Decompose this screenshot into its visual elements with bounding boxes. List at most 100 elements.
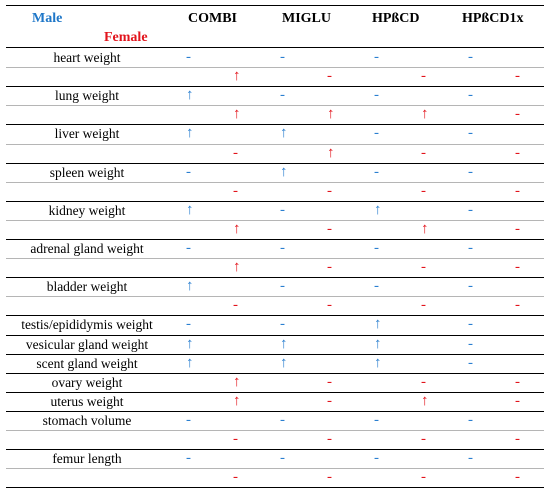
female-no-change-mark: - [327, 469, 332, 486]
row-label: adrenal gland weight [30, 241, 144, 256]
male-up-arrow-icon: ↑ [374, 354, 382, 371]
row-inner-rule [6, 143, 544, 145]
male-no-change-mark: - [374, 163, 379, 180]
female-up-arrow-icon: ↑ [327, 144, 335, 161]
row-rule [6, 449, 544, 451]
row-inner-rule [6, 430, 544, 431]
male-no-change-mark: - [468, 354, 473, 371]
female-no-change-mark: - [327, 431, 332, 447]
male-up-arrow-icon: ↑ [186, 278, 194, 295]
male-no-change-mark: - [374, 278, 379, 295]
female-no-change-mark: - [327, 182, 332, 199]
male-no-change-mark: - [468, 450, 473, 467]
female-no-change-mark: - [515, 106, 520, 123]
female-no-change-mark: - [327, 373, 332, 390]
female-no-change-mark: - [233, 297, 238, 314]
female-no-change-mark: - [421, 469, 426, 486]
header-col-hpbcd1x: HPßCD1x [462, 11, 524, 26]
row-label: kidney weight [48, 202, 126, 218]
row-rule [6, 124, 544, 126]
male-no-change-mark: - [280, 316, 285, 333]
male-no-change-mark: - [468, 163, 473, 180]
female-up-arrow-icon: ↑ [327, 106, 335, 123]
row-label: femur length [52, 451, 122, 467]
male-no-change-mark: - [374, 240, 379, 256]
male-up-arrow-icon: ↑ [186, 354, 194, 371]
male-no-change-mark: - [468, 125, 473, 142]
row-rule [6, 410, 544, 412]
female-no-change-mark: - [515, 431, 520, 447]
male-no-change-mark: - [186, 411, 191, 428]
female-no-change-mark: - [515, 182, 520, 199]
male-no-change-mark: - [374, 125, 379, 142]
female-up-arrow-icon: ↑ [233, 220, 241, 237]
male-no-change-mark: - [186, 240, 191, 256]
row-inner-rule [6, 67, 544, 69]
header-male-label: Male [32, 11, 63, 26]
male-up-arrow-icon: ↑ [280, 335, 288, 352]
female-no-change-mark: - [515, 144, 520, 161]
row-rule [6, 239, 544, 240]
female-no-change-mark: - [515, 392, 520, 409]
row-label: spleen weight [49, 164, 125, 180]
male-up-arrow-icon: ↑ [374, 201, 382, 218]
male-no-change-mark: - [468, 278, 473, 295]
female-up-arrow-icon: ↑ [233, 259, 241, 276]
male-no-change-mark: - [186, 163, 191, 180]
row-rule [6, 200, 544, 202]
row-rule [6, 86, 544, 88]
male-no-change-mark: - [374, 450, 379, 467]
row-inner-rule [6, 219, 544, 221]
male-no-change-mark: - [186, 316, 191, 333]
female-no-change-mark: - [233, 182, 238, 199]
female-up-arrow-icon: ↑ [233, 392, 241, 409]
row-rule [6, 353, 544, 355]
female-up-arrow-icon: ↑ [421, 220, 429, 237]
row-rule [6, 487, 544, 489]
male-no-change-mark: - [468, 335, 473, 352]
header-female-label: Female [104, 30, 148, 45]
row-inner-rule [6, 468, 544, 470]
female-no-change-mark: - [327, 68, 332, 85]
male-no-change-mark: - [280, 49, 285, 65]
female-up-arrow-icon: ↑ [421, 392, 429, 409]
male-no-change-mark: - [468, 49, 473, 65]
female-no-change-mark: - [421, 259, 426, 276]
female-no-change-mark: - [515, 220, 520, 237]
male-up-arrow-icon: ↑ [186, 125, 194, 142]
female-up-arrow-icon: ↑ [421, 106, 429, 123]
row-label: lung weight [54, 88, 120, 104]
male-no-change-mark: - [468, 87, 473, 104]
row-label: testis/epididymis weight [21, 317, 153, 333]
row-inner-rule [6, 105, 544, 107]
table-top-rule [6, 5, 544, 6]
row-rule [6, 334, 544, 336]
male-up-arrow-icon: ↑ [280, 354, 288, 371]
female-no-change-mark: - [421, 431, 426, 447]
female-no-change-mark: - [327, 297, 332, 314]
male-no-change-mark: - [186, 450, 191, 467]
female-no-change-mark: - [515, 259, 520, 276]
row-rule [6, 315, 544, 317]
male-no-change-mark: - [374, 411, 379, 428]
male-no-change-mark: - [468, 411, 473, 428]
male-up-arrow-icon: ↑ [280, 163, 288, 180]
row-inner-rule [6, 181, 544, 183]
row-label: scent gland weight [36, 355, 138, 371]
row-label: stomach volume [42, 412, 132, 428]
female-no-change-mark: - [515, 469, 520, 486]
male-up-arrow-icon: ↑ [186, 87, 194, 104]
female-no-change-mark: - [327, 259, 332, 276]
male-no-change-mark: - [280, 278, 285, 295]
row-label: vesicular gland weight [25, 336, 149, 352]
female-no-change-mark: - [233, 144, 238, 161]
header-bottom-rule [6, 47, 544, 48]
male-no-change-mark: - [468, 240, 473, 256]
header-col-hpbcd: HPßCD [372, 11, 420, 26]
female-up-arrow-icon: ↑ [233, 106, 241, 123]
female-up-arrow-icon: ↑ [233, 373, 241, 390]
male-no-change-mark: - [280, 411, 285, 428]
male-no-change-mark: - [468, 201, 473, 218]
female-no-change-mark: - [515, 373, 520, 390]
